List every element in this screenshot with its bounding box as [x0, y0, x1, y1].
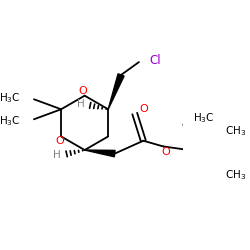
Text: H$_3$C: H$_3$C [0, 114, 21, 128]
Text: Cl: Cl [149, 54, 160, 67]
Text: H$_3$C: H$_3$C [0, 91, 21, 105]
Polygon shape [108, 74, 124, 109]
Text: CH$_3$: CH$_3$ [225, 168, 246, 182]
Text: H: H [53, 150, 61, 160]
Text: O: O [139, 104, 148, 114]
Text: H$_3$C: H$_3$C [194, 111, 215, 125]
Text: O: O [79, 86, 88, 96]
Text: H: H [77, 99, 84, 109]
Text: O: O [55, 136, 64, 146]
Polygon shape [85, 150, 115, 157]
Text: O: O [161, 147, 170, 157]
Text: CH$_3$: CH$_3$ [225, 124, 246, 138]
